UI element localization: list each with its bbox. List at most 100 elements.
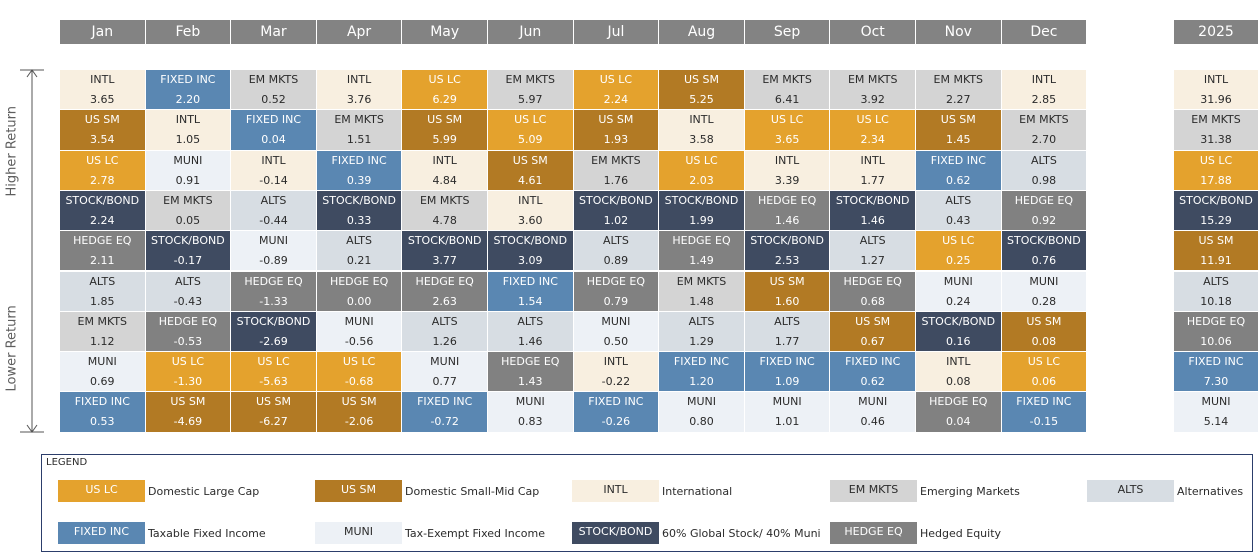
asset-class-label: US LC xyxy=(171,355,205,369)
return-value: 1.93 xyxy=(603,133,629,147)
month-header-nov: Nov xyxy=(916,20,1001,44)
asset-class-label: US SM xyxy=(170,395,206,409)
return-cell: STOCK/BOND 0.33 xyxy=(316,190,402,231)
month-header-jan: Jan xyxy=(60,20,145,44)
return-value: 0.24 xyxy=(946,294,971,308)
return-cell: MUNI 0.46 xyxy=(830,392,915,432)
return-value: 5.99 xyxy=(432,133,457,147)
return-value: 1.46 xyxy=(860,213,885,227)
return-value: 3.60 xyxy=(518,213,543,227)
return-value: 0.79 xyxy=(603,294,629,308)
year-header: 2025 xyxy=(1174,20,1258,44)
return-cell: INTL 1.05 xyxy=(145,110,231,150)
asset-class-label: HEDGE EQ xyxy=(158,314,218,328)
asset-class-label: INTL xyxy=(261,153,286,167)
return-value: 0.53 xyxy=(90,415,115,429)
return-value: 1.49 xyxy=(689,254,714,268)
asset-class-label: FIXED INC xyxy=(417,395,473,409)
asset-class-label: MUNI xyxy=(87,355,117,369)
asset-class-label: US LC xyxy=(1027,355,1061,369)
asset-class-label: FIXED INC xyxy=(759,355,815,369)
asset-class-label: HEDGE EQ xyxy=(757,193,817,207)
return-value: 0.04 xyxy=(261,133,286,147)
return-cell: EM MKTS 31.38 xyxy=(1174,110,1258,150)
return-value: 1.60 xyxy=(774,294,800,308)
asset-class-label: EM MKTS xyxy=(77,314,128,328)
return-cell: INTL 0.08 xyxy=(916,352,1001,392)
return-value: 0.50 xyxy=(603,334,629,348)
return-value: 2.24 xyxy=(90,213,115,227)
return-cell: ALTS -0.43 xyxy=(145,271,231,311)
return-value: 0.06 xyxy=(1031,375,1057,389)
return-value: 1.01 xyxy=(774,415,800,429)
asset-class-label: US SM xyxy=(1198,234,1234,248)
return-value: 5.09 xyxy=(518,133,543,147)
return-value: 3.77 xyxy=(432,254,457,268)
return-cell: MUNI 0.28 xyxy=(1001,271,1087,311)
return-cell: US LC -5.63 xyxy=(231,352,316,392)
return-value: 1.43 xyxy=(518,375,543,389)
asset-class-label: EM MKTS xyxy=(591,153,641,167)
asset-class-label: ALTS xyxy=(260,193,287,207)
return-cell: HEDGE EQ 1.46 xyxy=(744,190,830,231)
month-header-jul: Jul xyxy=(573,20,659,44)
asset-class-label: MUNI xyxy=(858,395,888,409)
asset-class-label: STOCK/BOND xyxy=(322,193,396,207)
asset-class-label: US SM xyxy=(255,395,291,409)
return-value: 3.39 xyxy=(774,173,800,187)
asset-class-label: FIXED INC xyxy=(160,73,216,86)
return-value: 2.27 xyxy=(946,93,971,106)
return-cell: EM MKTS 4.78 xyxy=(402,190,487,231)
asset-class-label: US LC xyxy=(942,234,975,248)
return-value: 0.76 xyxy=(1031,254,1057,268)
return-cell: INTL -0.22 xyxy=(573,352,659,392)
asset-class-label: INTL xyxy=(946,355,971,369)
return-value: 0.62 xyxy=(946,173,971,187)
return-value: 1.48 xyxy=(689,294,714,308)
asset-class-label: HEDGE EQ xyxy=(329,274,389,288)
asset-class-label: HEDGE EQ xyxy=(672,234,731,248)
asset-class-label: US LC xyxy=(1199,153,1233,167)
asset-class-label: STOCK/BOND xyxy=(921,314,996,328)
return-value: 1.46 xyxy=(774,213,800,227)
return-value: -0.72 xyxy=(430,415,459,429)
return-value: 5.25 xyxy=(689,93,714,106)
asset-class-label: MUNI xyxy=(258,234,288,248)
return-value: 0.89 xyxy=(603,254,629,268)
return-value: 2.20 xyxy=(175,93,201,106)
return-cell: HEDGE EQ 1.43 xyxy=(488,352,573,392)
return-cell: STOCK/BOND 2.53 xyxy=(744,231,830,271)
asset-class-label: STOCK/BOND xyxy=(835,193,910,207)
return-value: -0.44 xyxy=(259,213,288,227)
asset-class-label: INTL xyxy=(774,153,800,167)
return-value: -4.69 xyxy=(173,415,203,429)
return-cell: ALTS 10.18 xyxy=(1174,271,1258,311)
return-cell: US LC -0.68 xyxy=(316,352,402,392)
asset-class-label: MUNI xyxy=(601,314,631,328)
return-cell: STOCK/BOND -2.69 xyxy=(231,311,316,352)
asset-class-label: ALTS xyxy=(602,234,629,248)
return-cell: ALTS 0.98 xyxy=(1001,150,1087,190)
return-cell: MUNI 0.91 xyxy=(145,150,231,190)
return-cell: FIXED INC 0.62 xyxy=(830,352,915,392)
asset-class-label: STOCK/BOND xyxy=(65,193,140,207)
month-header-apr: Apr xyxy=(316,20,402,44)
return-value: 1.29 xyxy=(689,334,714,348)
asset-class-label: STOCK/BOND xyxy=(407,234,482,248)
return-value: 0.21 xyxy=(346,254,372,268)
return-cell: STOCK/BOND 1.99 xyxy=(659,190,744,231)
asset-class-label: EM MKTS xyxy=(933,73,984,86)
return-cell: US LC 0.06 xyxy=(1001,352,1087,392)
asset-class-label: ALTS xyxy=(945,193,972,207)
return-value: -1.30 xyxy=(173,375,203,389)
return-cell: HEDGE EQ 0.92 xyxy=(1001,190,1087,231)
return-cell: FIXED INC 2.20 xyxy=(145,70,231,110)
return-value: -0.22 xyxy=(601,375,631,389)
month-header-sep: Sep xyxy=(744,20,830,44)
return-value: 10.18 xyxy=(1200,294,1232,308)
return-value: 0.52 xyxy=(261,93,286,106)
return-cell: US LC 6.29 xyxy=(402,70,487,110)
asset-class-label: US LC xyxy=(856,113,889,127)
return-cell: ALTS 1.27 xyxy=(830,231,915,271)
asset-class-label: US SM xyxy=(769,274,805,288)
